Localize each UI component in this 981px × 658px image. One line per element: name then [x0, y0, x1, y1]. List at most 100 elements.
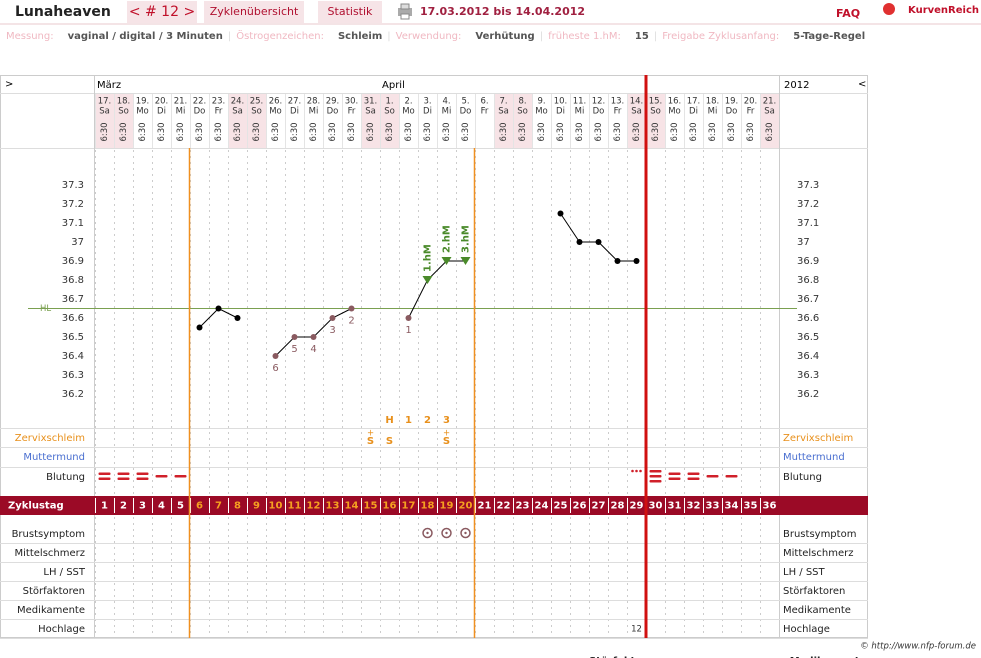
hm-triangle: [441, 257, 452, 265]
time: 6:30: [290, 122, 300, 141]
weekday: Di: [290, 107, 299, 117]
point-label: 3: [329, 325, 335, 336]
date: 18.: [706, 97, 720, 107]
date: 29.: [326, 97, 340, 107]
info-label: Verwendung:: [396, 31, 462, 42]
row-label: Zervixschleim: [783, 433, 853, 444]
weekday: Sa: [365, 107, 376, 117]
date: 26.: [269, 97, 283, 107]
weekday: Fr: [614, 107, 622, 117]
date: 21.: [174, 97, 188, 107]
cycle-day: 25: [554, 501, 568, 512]
time: 6:30: [157, 122, 167, 141]
date: 4.: [442, 97, 450, 107]
brand-logo: [883, 3, 895, 15]
temperature-point: [329, 315, 336, 321]
bleeding-mark: [117, 477, 130, 480]
bleeding-mark: [98, 472, 111, 475]
row-label: Hochlage: [38, 624, 85, 635]
bleeding-mark: [98, 477, 111, 480]
weekday: Do: [593, 107, 605, 117]
bleeding-mark: [174, 475, 187, 478]
cycle-day: 22: [497, 501, 511, 512]
tab[interactable]: Statistik: [328, 5, 374, 18]
print-icon[interactable]: [398, 3, 412, 20]
time: 6:30: [727, 122, 737, 141]
cycle-day: 32: [687, 501, 701, 512]
date: 8.: [518, 97, 526, 107]
cycle-day: 14: [345, 501, 359, 512]
row-label: LH / SST: [783, 567, 826, 578]
faq-link[interactable]: FAQ: [836, 7, 860, 20]
time: 6:30: [594, 122, 604, 141]
cycle-day: 10: [269, 501, 283, 512]
y-tick-label: 36.6: [797, 313, 819, 324]
tab[interactable]: Zyklenübersicht: [210, 5, 299, 18]
date: 11.: [573, 97, 587, 107]
y-tick-label: 37.2: [62, 199, 84, 210]
point-label: 2: [348, 316, 354, 327]
cycle-nav[interactable]: < # 12 >: [129, 4, 195, 20]
y-tick-label: 36.3: [797, 370, 819, 381]
cycle-day: 15: [364, 501, 378, 512]
time: 6:30: [233, 122, 243, 141]
cycle-day: 21: [478, 501, 492, 512]
cycle-day: 35: [744, 501, 758, 512]
cycle-day: 24: [535, 501, 549, 512]
weekday: Di: [157, 107, 166, 117]
weekday: Sa: [764, 107, 775, 117]
y-tick-label: 36.7: [62, 294, 84, 305]
date: 18.: [117, 97, 131, 107]
weekend-bg: [361, 94, 380, 148]
time: 6:30: [119, 122, 129, 141]
brand[interactable]: KurvenReich: [908, 5, 979, 16]
temperature-line: [560, 213, 637, 262]
y-tick-label: 36.2: [797, 389, 819, 400]
time: 6:30: [746, 122, 756, 141]
row-label: Hochlage: [783, 624, 830, 635]
grid-border: [0, 75, 868, 638]
weekend-bg: [95, 94, 114, 148]
bleeding-mark: [136, 472, 149, 475]
temperature-point: [595, 239, 602, 245]
peak-symbol: 2: [424, 415, 431, 426]
date: 28.: [307, 97, 321, 107]
time: 6:30: [537, 122, 547, 141]
cycle-day: 6: [196, 501, 203, 512]
weekday: So: [650, 107, 661, 117]
row-label: Blutung: [46, 472, 85, 483]
time: 6:30: [252, 122, 262, 141]
time: 6:30: [575, 122, 585, 141]
printer-out: [400, 13, 410, 20]
tab-bg[interactable]: [318, 1, 382, 23]
time: 6:30: [461, 122, 471, 141]
weekday: Mo: [668, 107, 681, 117]
info-value: 5-Tage-Regel: [793, 31, 865, 42]
row-label: Mittelschmerz: [783, 548, 853, 559]
date: 3.: [423, 97, 431, 107]
point-label: 5: [291, 344, 297, 355]
bleeding-dot: [635, 469, 638, 473]
weekday: Mi: [575, 107, 585, 117]
temperature-point: [405, 315, 412, 321]
weekday: Fr: [747, 107, 755, 117]
nav-right[interactable]: <: [858, 79, 866, 90]
hl-label: HL: [40, 304, 51, 314]
date: 10.: [554, 97, 568, 107]
time: 6:30: [404, 122, 414, 141]
temperature-point: [614, 258, 621, 264]
nav-left[interactable]: >: [5, 79, 13, 90]
cycle-nav-bg[interactable]: [127, 1, 197, 23]
tab-bg[interactable]: [204, 1, 304, 23]
temperature-point: [234, 315, 241, 321]
date: 31.: [364, 97, 378, 107]
cycle-day: 13: [326, 501, 340, 512]
row-label: Brustsymptom: [783, 529, 856, 540]
month: März: [97, 80, 121, 91]
row-label: Brustsymptom: [12, 529, 85, 540]
y-tick-label: 36.4: [797, 351, 819, 362]
bleeding-mark: [706, 475, 719, 478]
time: 6:30: [613, 122, 623, 141]
time: 6:30: [518, 122, 528, 141]
